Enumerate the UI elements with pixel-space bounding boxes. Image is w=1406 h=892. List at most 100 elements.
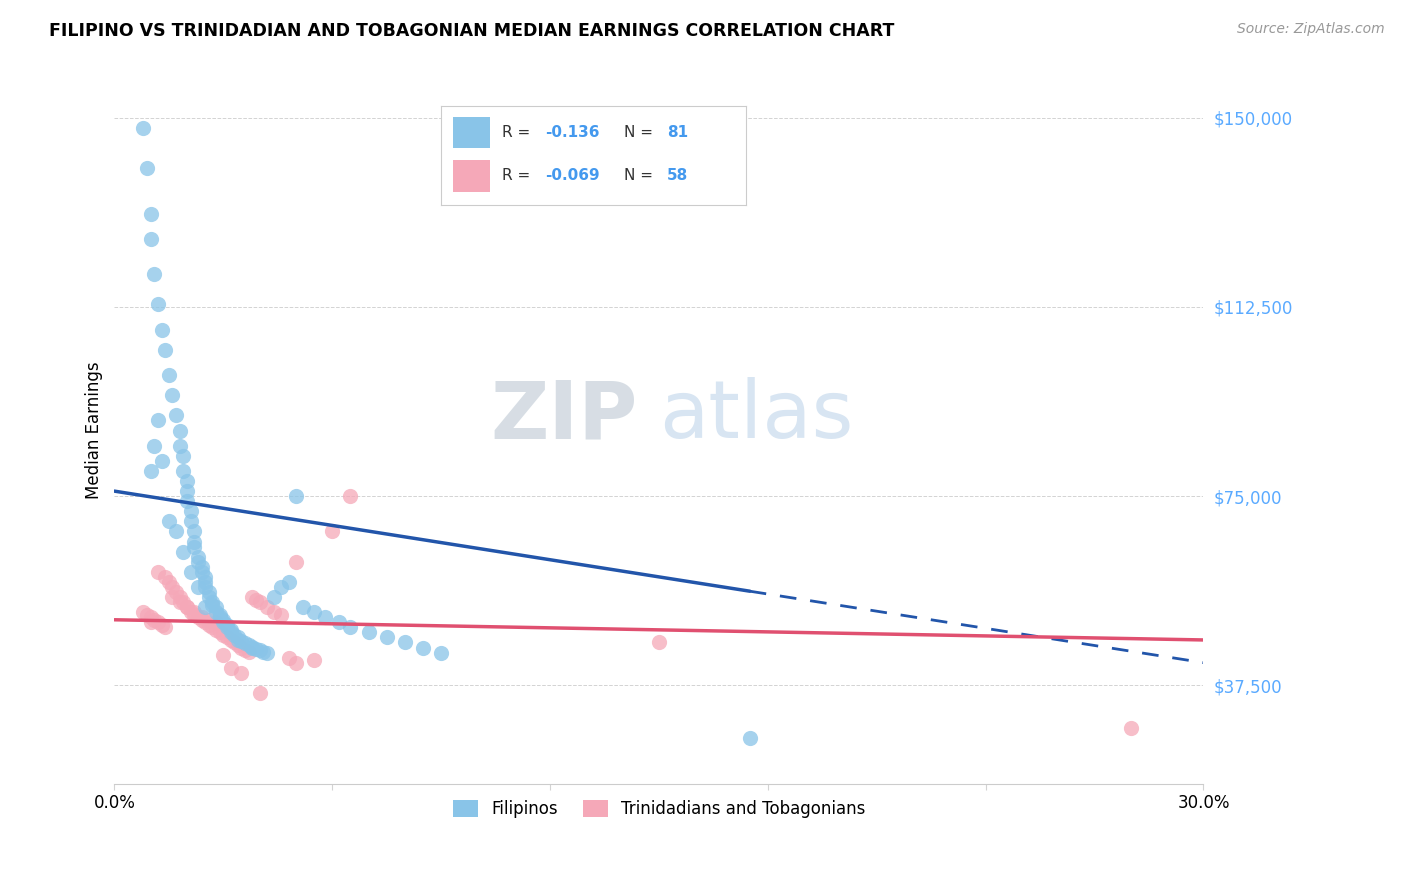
- Point: [292, 600, 315, 615]
- Point: [190, 613, 212, 627]
- Point: [328, 615, 350, 630]
- Point: [430, 646, 453, 660]
- Point: [648, 635, 671, 649]
- Point: [233, 636, 256, 650]
- Point: [240, 640, 263, 654]
- Point: [224, 635, 246, 649]
- Point: [146, 565, 169, 579]
- Point: [139, 610, 162, 624]
- Point: [190, 559, 212, 574]
- Point: [183, 607, 205, 622]
- Point: [226, 632, 249, 647]
- Point: [183, 524, 205, 539]
- Point: [139, 464, 162, 478]
- Text: Source: ZipAtlas.com: Source: ZipAtlas.com: [1237, 22, 1385, 37]
- Point: [176, 484, 198, 499]
- Point: [215, 631, 238, 645]
- Point: [263, 590, 285, 604]
- Point: [194, 580, 217, 594]
- Point: [238, 644, 260, 658]
- Point: [132, 120, 155, 135]
- Point: [231, 634, 253, 648]
- Point: [162, 590, 184, 604]
- Point: [176, 600, 198, 615]
- Point: [165, 409, 187, 423]
- Legend: Filipinos, Trinidadians and Tobagonians: Filipinos, Trinidadians and Tobagonians: [446, 793, 872, 825]
- Point: [139, 615, 162, 630]
- Point: [190, 610, 212, 624]
- Point: [208, 607, 231, 622]
- Point: [172, 464, 194, 478]
- Point: [157, 515, 180, 529]
- Point: [215, 617, 238, 632]
- Point: [169, 595, 191, 609]
- Point: [150, 617, 173, 632]
- Point: [375, 631, 398, 645]
- Point: [339, 489, 361, 503]
- Point: [198, 613, 221, 627]
- Point: [212, 648, 235, 662]
- Point: [169, 424, 191, 438]
- Point: [738, 731, 761, 746]
- Point: [146, 413, 169, 427]
- Point: [219, 625, 242, 640]
- Point: [172, 449, 194, 463]
- Point: [270, 607, 292, 622]
- Point: [412, 640, 434, 655]
- Point: [284, 656, 307, 670]
- Point: [183, 605, 205, 619]
- Point: [205, 615, 228, 630]
- Point: [249, 643, 271, 657]
- Point: [183, 534, 205, 549]
- Point: [176, 474, 198, 488]
- Point: [180, 504, 202, 518]
- Point: [176, 600, 198, 615]
- Point: [162, 388, 184, 402]
- Point: [357, 625, 380, 640]
- Y-axis label: Median Earnings: Median Earnings: [86, 362, 103, 500]
- Point: [198, 590, 221, 604]
- Point: [190, 565, 212, 579]
- Point: [157, 574, 180, 589]
- Point: [143, 267, 166, 281]
- Point: [169, 590, 191, 604]
- Point: [226, 631, 249, 645]
- Point: [233, 643, 256, 657]
- Point: [226, 638, 249, 652]
- Point: [146, 297, 169, 311]
- Point: [205, 623, 228, 637]
- Point: [187, 580, 209, 594]
- Point: [143, 439, 166, 453]
- Point: [150, 323, 173, 337]
- Point: [194, 600, 217, 615]
- Point: [136, 161, 159, 176]
- Point: [187, 549, 209, 564]
- Point: [176, 494, 198, 508]
- Point: [205, 605, 228, 619]
- Point: [321, 524, 343, 539]
- Point: [219, 632, 242, 647]
- Point: [284, 489, 307, 503]
- Point: [263, 605, 285, 619]
- Point: [139, 207, 162, 221]
- Point: [162, 580, 184, 594]
- Text: FILIPINO VS TRINIDADIAN AND TOBAGONIAN MEDIAN EARNINGS CORRELATION CHART: FILIPINO VS TRINIDADIAN AND TOBAGONIAN M…: [49, 22, 894, 40]
- Point: [187, 610, 209, 624]
- Point: [231, 640, 253, 655]
- Point: [252, 644, 274, 658]
- Point: [238, 638, 260, 652]
- Point: [172, 595, 194, 609]
- Text: ZIP: ZIP: [489, 377, 637, 456]
- Point: [201, 620, 224, 634]
- Point: [172, 544, 194, 558]
- Point: [208, 610, 231, 624]
- Point: [165, 524, 187, 539]
- Text: atlas: atlas: [659, 377, 853, 456]
- Point: [180, 565, 202, 579]
- Point: [277, 650, 299, 665]
- Point: [256, 646, 278, 660]
- Point: [302, 653, 325, 667]
- Point: [245, 642, 267, 657]
- Point: [277, 574, 299, 589]
- Point: [183, 540, 205, 554]
